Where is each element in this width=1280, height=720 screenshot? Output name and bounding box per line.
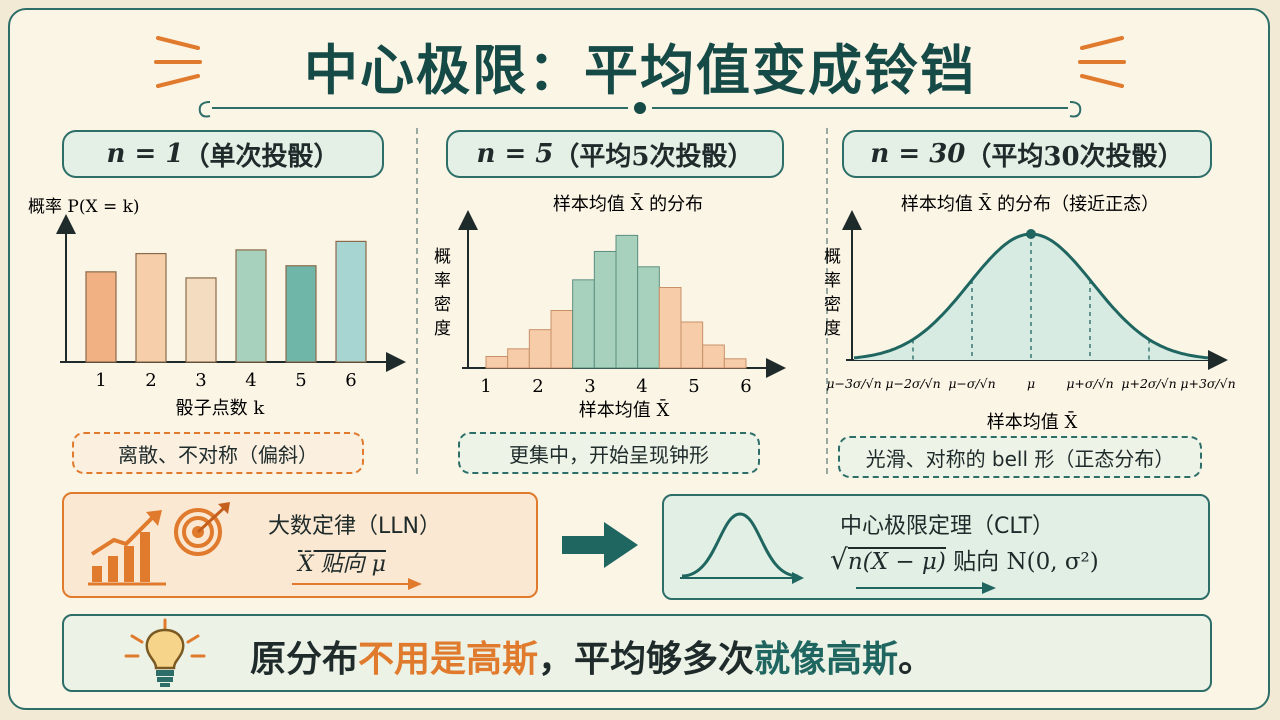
chart-3-peak-point [1026, 229, 1036, 239]
chart-2-tick-3: 3 [584, 376, 595, 397]
chart-2-bar-5 [572, 279, 595, 369]
bell-curve-icon [680, 512, 804, 584]
panel-1-note: 离散、不对称（偏斜） [72, 432, 364, 474]
chart-1-bar-5 [285, 265, 317, 363]
footer-part-4: 就像高斯 [754, 639, 899, 680]
chart-2-tick-6: 6 [740, 376, 751, 397]
separator-2 [826, 128, 828, 474]
chart-3-tick-0: μ−3σ/√n [826, 376, 881, 391]
chart-1-xlabel: 骰子点数 k [176, 398, 266, 419]
footer-box [62, 614, 1212, 692]
footer-part-1: 原分布 [250, 639, 359, 680]
chart-1-tick-3: 3 [195, 370, 206, 391]
chart-3-tick-3: μ [1027, 376, 1035, 391]
chart-3-ylabel: 概率密度 [824, 247, 841, 339]
footer-part-5: 。 [898, 639, 935, 680]
footer-part-2: 不用是高斯 [358, 639, 539, 680]
chart-3-normal-curve: 样本均值 X̄ 的分布（接近正态） 概率密度 μ−3σ/√n μ−2σ/√n μ−σ… [824, 192, 1236, 433]
panel-2-title: n = 5 （平均5次投骰） [446, 130, 784, 178]
chart-3-area [854, 234, 1208, 360]
panel-2-n: n = 5 [476, 139, 554, 169]
right-arrow-icon [562, 522, 638, 568]
chart-2-tick-4: 4 [636, 376, 647, 397]
chart-1-tick-4: 4 [245, 370, 256, 391]
chart-2-xlabel: 样本均值 X̄ [579, 398, 670, 421]
target-icon [174, 502, 230, 556]
panel-1-desc: （单次投骰） [183, 141, 340, 172]
chart-2-bar-4 [550, 310, 574, 369]
panel-2-note: 更集中，开始呈现钟形 [458, 432, 760, 474]
chart-1-bar-4 [235, 249, 267, 363]
footer-part-3: ，平均够多次 [538, 639, 755, 680]
chart-1-bar-1 [85, 271, 117, 363]
lightbulb-icon [124, 618, 206, 687]
clt-formula: √n(X − μ) 贴向 N(0, σ²) [830, 543, 1099, 576]
clt-arrow [856, 582, 996, 594]
chart-1-ylabel: 概率 P(X = k) [28, 197, 140, 217]
separator-1 [416, 128, 418, 474]
chart-1-tick-2: 2 [145, 370, 156, 391]
growth-chart-icon [88, 510, 166, 586]
chart-1-tick-6: 6 [345, 370, 356, 391]
title-rays-left-icon [154, 36, 202, 88]
chart-2-ylabel: 概率密度 [434, 247, 451, 339]
panel-3-desc: （平均30次投骰） [965, 141, 1184, 172]
panel-3-note: 光滑、对称的 bell 形（正态分布） [838, 436, 1202, 478]
title-rays-right-icon [1078, 36, 1126, 88]
chart-3-tick-5: μ+2σ/√n [1121, 376, 1176, 391]
chart-1-bar-3 [185, 277, 217, 363]
chart-1-tick-5: 5 [295, 370, 306, 391]
lln-formula: X̄ 贴向 μ [298, 552, 386, 577]
chart-3-subtitle: 样本均值 X̄ 的分布（接近正态） [901, 192, 1159, 215]
clt-formula-tail: 贴向 N(0, σ²) [953, 549, 1099, 575]
panel-3-n: n = 30 [870, 139, 966, 169]
chart-3-tick-4: μ+σ/√n [1066, 376, 1113, 391]
chart-2-bar-12 [723, 358, 747, 369]
chart-2-bar-11 [702, 344, 725, 369]
chart-2-bar-6 [593, 250, 617, 369]
chart-3-xlabel: 样本均值 X̄ [987, 410, 1078, 433]
lln-arrow [292, 578, 422, 590]
chart-2-tick-1: 1 [480, 376, 491, 397]
chart-2-bar-1 [485, 356, 509, 369]
panel-3-title: n = 30 （平均30次投骰） [842, 130, 1212, 178]
chart-3-tick-2: μ−σ/√n [948, 376, 995, 391]
chart-2-bar-8 [637, 266, 660, 369]
chart-2-tick-5: 5 [688, 376, 699, 397]
chart-1-bar-6 [335, 240, 367, 363]
chart-2-subtitle: 样本均值 X̄ 的分布 [553, 192, 703, 215]
chart-2-bar-7 [615, 234, 639, 369]
title-ornament [198, 101, 1082, 118]
chart-1-dice-pmf: 概率 P(X = k) 1 2 3 4 5 6 骰子点数 k [28, 197, 406, 419]
panel-2-desc: （平均5次投骰） [553, 141, 754, 172]
chart-1-tick-1: 1 [95, 370, 106, 391]
chart-2-bar-2 [507, 348, 530, 369]
panel-1-n: n = 1 [106, 139, 184, 169]
chart-2-bar-3 [528, 329, 552, 369]
clt-box [662, 494, 1210, 600]
chart-3-tick-6: μ+3σ/√n [1180, 376, 1235, 391]
footer-message: 原分布不用是高斯，平均够多次就像高斯。 [250, 630, 934, 682]
chart-2-tick-2: 2 [532, 376, 543, 397]
lln-title: 大数定律（LLN） [268, 514, 441, 539]
chart-2-mean-histogram: 样本均值 X̄ 的分布 概率密度 1 2 3 4 5 6 样本均值 X̄ [434, 192, 786, 421]
chart-1-bar-2 [135, 252, 167, 363]
chart-2-bar-9 [658, 287, 682, 369]
clt-title: 中心极限定理（CLT） [840, 514, 1055, 539]
chart-3-tick-1: μ−2σ/√n [885, 376, 940, 391]
panel-1-title: n = 1 （单次投骰） [62, 130, 384, 178]
chart-2-bar-10 [680, 321, 704, 369]
page-title: 中心极限：平均值变成铃铛 [304, 39, 976, 102]
